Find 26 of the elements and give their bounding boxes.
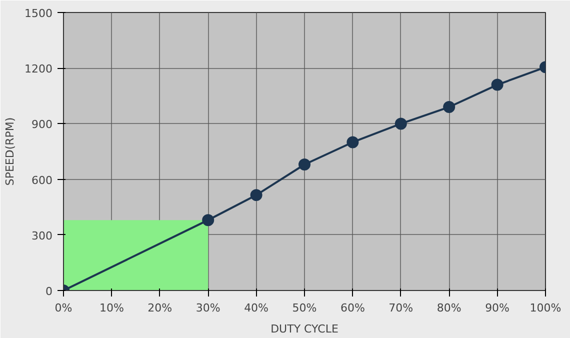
x-tick-label: 20%: [148, 302, 172, 314]
x-tick-label: 30%: [196, 302, 220, 314]
y-tick-label: 0: [46, 285, 52, 298]
x-axis-title: DUTY CYCLE: [270, 322, 338, 336]
point: [250, 189, 262, 202]
point: [346, 136, 359, 148]
x-tick-label: 60%: [340, 302, 365, 314]
point: [491, 78, 504, 91]
y-tick-label: 600: [32, 174, 53, 187]
x-tick-label: 40%: [244, 302, 269, 314]
x-tick-label: 100%: [530, 302, 562, 314]
y-tick-label: 900: [32, 118, 53, 132]
x-tick-label: 90%: [485, 302, 510, 314]
y-tick-label: 1500: [24, 7, 53, 20]
x-tick-label: 10%: [99, 302, 124, 314]
x-tick-label: 50%: [292, 302, 317, 314]
x-tick-label: 80%: [436, 302, 462, 314]
point: [202, 214, 214, 226]
y-axis-title: SPEED(RPM): [4, 117, 17, 186]
x-tick-label: 70%: [388, 302, 414, 314]
point: [298, 158, 310, 170]
x-tick-label: 0%: [54, 302, 72, 314]
point: [443, 101, 456, 114]
y-tick-label: 300: [32, 229, 53, 242]
point: [394, 118, 407, 130]
y-tick-label: 1200: [24, 62, 53, 76]
